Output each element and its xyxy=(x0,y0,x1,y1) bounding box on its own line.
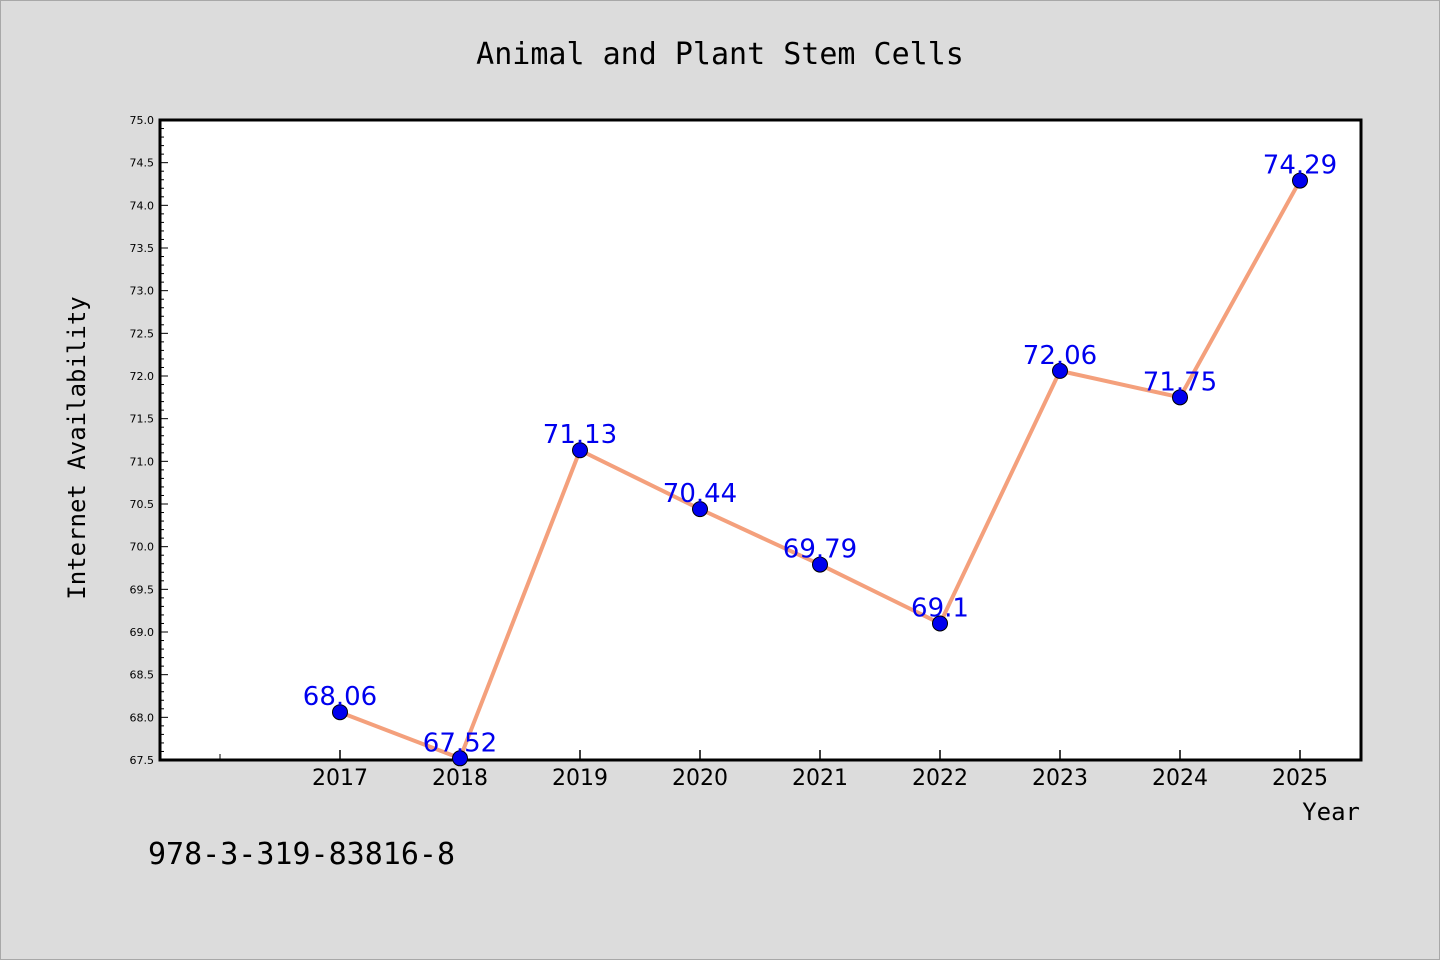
y-tick-label: 69.5 xyxy=(130,583,155,596)
data-points xyxy=(332,172,1308,767)
data-point xyxy=(932,615,948,632)
x-tick-label: 2022 xyxy=(912,766,968,791)
y-tick-label: 67.5 xyxy=(130,754,155,767)
y-axis: 67.5 68.0 68.5 69.0 69.5 70.0 70.5 71.0 71.5 72.0… xyxy=(130,114,168,767)
y-tick-label: 73.0 xyxy=(130,285,155,298)
y-tick-label: 73.5 xyxy=(130,242,155,255)
y-tick-label: 71.0 xyxy=(130,455,155,468)
x-axis: 2017 2018 2019 2020 2021 2022 2023 2024 2025 xyxy=(219,750,1328,791)
data-label: 70.44 xyxy=(663,479,737,509)
x-tick-label: 2020 xyxy=(672,766,728,791)
data-point xyxy=(572,442,588,459)
chart-title: Animal and Plant Stem Cells xyxy=(476,37,964,72)
y-tick-label: 72.0 xyxy=(130,370,155,383)
y-tick-label: 72.5 xyxy=(130,327,155,340)
x-tick-label: 2023 xyxy=(1032,766,1088,791)
data-point xyxy=(332,704,348,721)
x-tick-label: 2019 xyxy=(552,766,608,791)
data-labels: 68.06 67.52 71.13 70.44 69.79 69.1 72.06 71.75 7… xyxy=(303,151,1337,759)
plot-area xyxy=(158,118,1363,762)
y-tick-label: 69.0 xyxy=(130,626,155,639)
data-point xyxy=(1292,172,1308,189)
data-label: 69.1 xyxy=(911,593,969,623)
x-tick-label: 2018 xyxy=(432,766,488,791)
x-axis-title: Year xyxy=(1302,798,1360,826)
y-tick-label: 70.5 xyxy=(130,498,155,511)
y-tick-label: 71.5 xyxy=(130,413,155,426)
data-label: 71.75 xyxy=(1143,367,1217,397)
data-label: 72.06 xyxy=(1023,341,1097,371)
x-tick-label: 2017 xyxy=(312,766,368,791)
y-tick-label: 74.0 xyxy=(130,199,155,212)
y-tick-label: 68.0 xyxy=(130,711,155,724)
x-tick-label: 2021 xyxy=(792,766,848,791)
data-label: 71.13 xyxy=(543,420,617,450)
x-tick-label: 2025 xyxy=(1272,766,1328,791)
data-point xyxy=(812,556,828,573)
data-point xyxy=(692,501,708,518)
data-point xyxy=(1172,389,1188,406)
data-label: 68.06 xyxy=(303,682,377,712)
data-label: 74.29 xyxy=(1263,151,1337,181)
isbn-annotation: 978-3-319-83816-8 xyxy=(148,837,455,872)
data-point xyxy=(1052,362,1068,379)
y-tick-label: 75.0 xyxy=(130,114,155,127)
data-label: 69.79 xyxy=(783,535,857,565)
y-axis-title: Internet Availability xyxy=(63,296,91,599)
y-tick-label: 70.0 xyxy=(130,541,155,554)
y-tick-label: 74.5 xyxy=(130,157,155,170)
data-point xyxy=(452,750,468,767)
data-label: 67.52 xyxy=(423,728,497,758)
y-tick-label: 68.5 xyxy=(130,669,155,682)
x-tick-label: 2024 xyxy=(1152,766,1208,791)
